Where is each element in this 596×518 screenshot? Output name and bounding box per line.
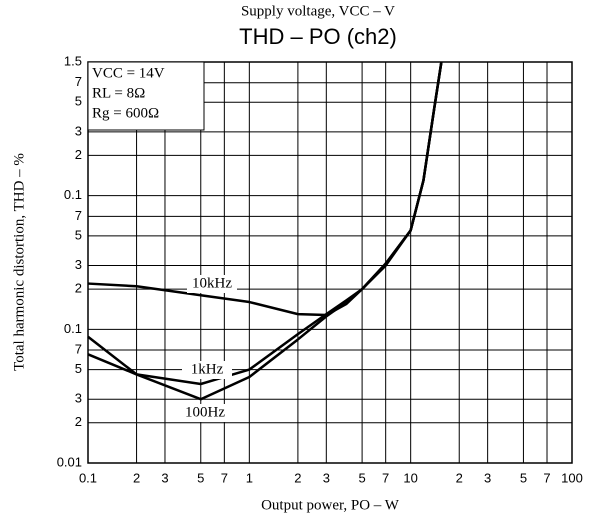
y-tick-label: 3 xyxy=(75,391,82,406)
y-tick-label: 7 xyxy=(75,208,82,223)
y-tick-label: 2 xyxy=(75,414,82,429)
curve xyxy=(87,61,443,401)
curve-label: 10kHz xyxy=(192,275,232,291)
curve-label: 100Hz xyxy=(185,404,225,420)
x-tick-label: 7 xyxy=(543,470,550,485)
x-tick-label: 3 xyxy=(323,470,330,485)
y-tick-label: 0.01 xyxy=(57,454,82,469)
y-tick-label: 1.5 xyxy=(64,53,82,68)
y-axis-label: Total harmonic distortion, THD – % xyxy=(11,153,27,371)
condition-note: VCC = 14V xyxy=(92,65,165,81)
x-tick-label: 3 xyxy=(484,470,491,485)
y-tick-label: 3 xyxy=(75,257,82,272)
y-tick-label: 5 xyxy=(75,94,82,109)
chart-title: THD – PO (ch2) xyxy=(239,24,397,49)
x-tick-label: 100 xyxy=(561,470,583,485)
x-tick-label: 7 xyxy=(382,470,389,485)
x-tick-label: 5 xyxy=(358,470,365,485)
curve-label-bg xyxy=(182,361,232,379)
top-label: Supply voltage, VCC – V xyxy=(241,3,395,19)
curve-label: 1kHz xyxy=(191,361,224,377)
condition-note: Rg = 600Ω xyxy=(92,105,159,121)
y-tick-label: 3 xyxy=(75,123,82,138)
x-tick-label: 7 xyxy=(221,470,228,485)
x-tick-label: 5 xyxy=(520,470,527,485)
y-tick-label: 0.1 xyxy=(64,187,82,202)
curve-label-bg xyxy=(180,404,230,422)
curve-label-bg xyxy=(187,275,237,293)
x-tick-label: 5 xyxy=(197,470,204,485)
x-tick-label: 2 xyxy=(456,470,463,485)
y-tick-label: 2 xyxy=(75,281,82,296)
y-tick-label: 5 xyxy=(75,361,82,376)
condition-note: RL = 8Ω xyxy=(92,85,145,101)
x-tick-label: 3 xyxy=(161,470,168,485)
x-tick-label: 10 xyxy=(403,470,417,485)
x-tick-label: 2 xyxy=(294,470,301,485)
y-tick-label: 2 xyxy=(75,147,82,162)
y-tick-label: 5 xyxy=(75,227,82,242)
x-tick-label: 0.1 xyxy=(79,470,97,485)
plot-frame xyxy=(87,61,573,464)
y-tick-label: 0.1 xyxy=(64,321,82,336)
y-tick-label: 7 xyxy=(75,341,82,356)
conditions-box xyxy=(87,61,205,131)
x-tick-label: 1 xyxy=(246,470,253,485)
x-tick-label: 2 xyxy=(133,470,140,485)
x-axis-label: Output power, PO – W xyxy=(261,497,400,513)
y-tick-label: 7 xyxy=(75,74,82,89)
